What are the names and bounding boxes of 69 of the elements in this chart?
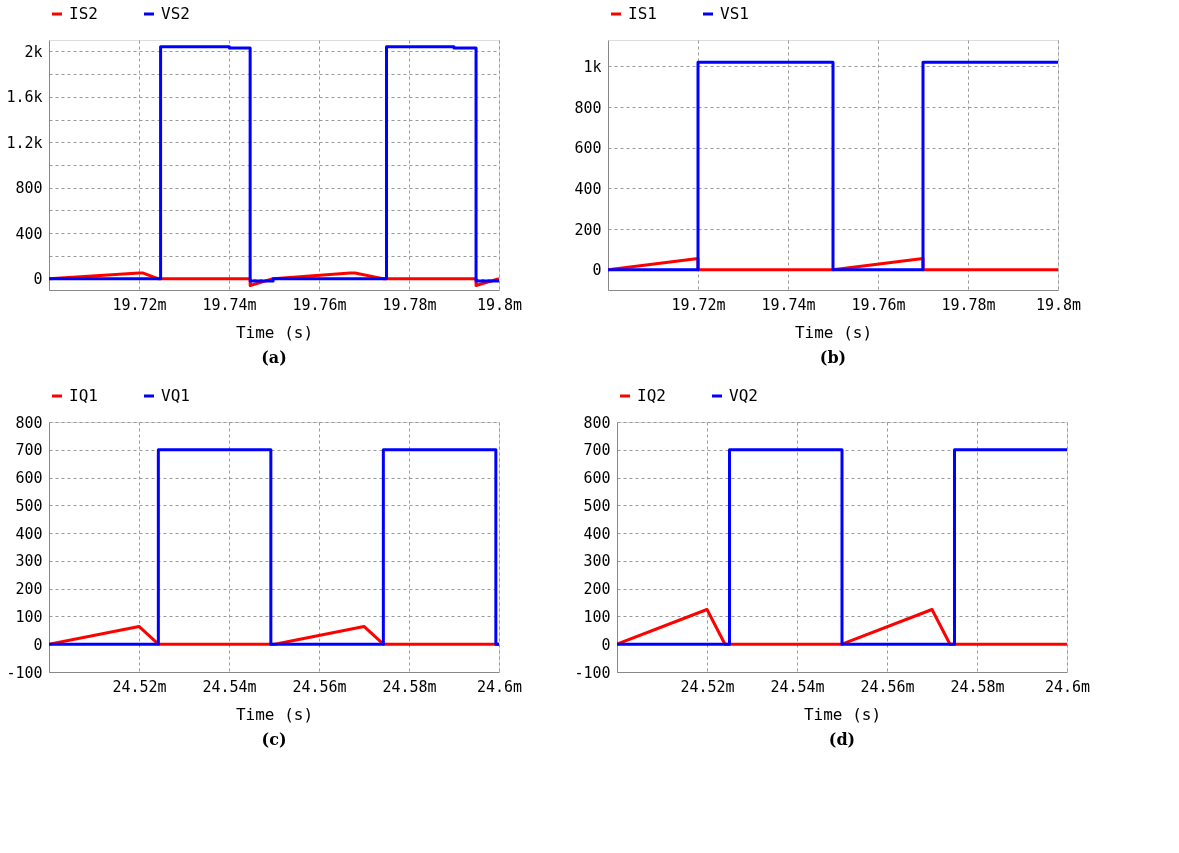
x-tick-label: 24.52m <box>112 677 167 696</box>
x-tick-label: 19.78m <box>382 295 437 314</box>
text: (c) <box>261 730 287 749</box>
x-tick-label: 19.72m <box>112 295 167 314</box>
y-tick-label: 800 <box>15 413 43 432</box>
x-tick-label: 19.76m <box>851 295 906 314</box>
y-tick-label: 100 <box>15 607 43 626</box>
line-series <box>49 45 499 283</box>
y-tick-label: 400 <box>583 524 611 543</box>
x-tick-label: 19.8m <box>476 295 523 314</box>
y-tick-label: 600 <box>15 469 43 488</box>
text: (d) <box>828 730 856 749</box>
y-tick-label: 400 <box>15 224 43 243</box>
y-tick-label: 200 <box>15 580 43 599</box>
y-tick-label: 200 <box>574 220 602 239</box>
legend-label: VS2 <box>161 4 190 23</box>
y-tick-label: 800 <box>583 413 611 432</box>
text: (a) <box>261 348 287 367</box>
y-tick-label: 800 <box>574 98 602 117</box>
legend-label: IS1 <box>628 4 657 23</box>
x-tick-label: 24.58m <box>382 677 437 696</box>
y-tick-label: -100 <box>6 663 43 682</box>
y-tick-label: 200 <box>583 580 611 599</box>
y-tick-label: 300 <box>15 552 43 571</box>
y-tick-label: 0 <box>33 270 43 289</box>
y-tick-label: 2k <box>24 42 43 61</box>
x-tick-label: 19.74m <box>761 295 816 314</box>
legend-label: VS1 <box>720 4 749 23</box>
x-tick-label: 24.56m <box>292 677 347 696</box>
y-tick-label: 400 <box>574 179 602 198</box>
x-tick-label: 19.8m <box>1035 295 1082 314</box>
y-tick-label: 1.6k <box>6 88 43 107</box>
x-axis-title: Time (s) <box>803 704 882 724</box>
y-tick-label: 1.2k <box>6 133 43 152</box>
y-tick-label: 500 <box>15 496 43 515</box>
x-axis-title: Time (s) <box>235 322 314 342</box>
x-axis-title: Time (s) <box>794 322 873 342</box>
y-tick-label: 800 <box>15 179 43 198</box>
y-tick-label: 0 <box>33 635 43 654</box>
y-tick-label: 700 <box>15 441 43 460</box>
x-tick-label: 19.76m <box>292 295 347 314</box>
y-tick-label: 0 <box>592 261 602 280</box>
y-tick-label: 600 <box>583 469 611 488</box>
y-tick-label: 700 <box>583 441 611 460</box>
legend-label: VQ1 <box>161 386 190 405</box>
x-tick-label: 24.54m <box>202 677 257 696</box>
legend-label: IS2 <box>69 4 98 23</box>
x-tick-label: 24.6m <box>1044 677 1091 696</box>
x-tick-label: 24.54m <box>770 677 825 696</box>
x-tick-label: 24.6m <box>476 677 523 696</box>
y-tick-label: 400 <box>15 524 43 543</box>
text: (b) <box>819 348 847 367</box>
x-axis-title: Time (s) <box>235 704 314 724</box>
y-tick-label: 0 <box>601 635 611 654</box>
x-tick-label: 24.52m <box>680 677 735 696</box>
y-tick-label: 100 <box>583 607 611 626</box>
x-tick-label: 19.74m <box>202 295 257 314</box>
x-tick-label: 24.56m <box>860 677 915 696</box>
x-tick-label: 19.78m <box>941 295 996 314</box>
legend-label: VQ2 <box>729 386 758 405</box>
legend-label: IQ2 <box>637 386 666 405</box>
y-tick-label: -100 <box>574 663 611 682</box>
y-tick-label: 600 <box>574 139 602 158</box>
y-tick-label: 500 <box>583 496 611 515</box>
x-tick-label: 19.72m <box>671 295 726 314</box>
y-tick-label: 300 <box>583 552 611 571</box>
x-tick-label: 24.58m <box>950 677 1005 696</box>
y-tick-label: 1k <box>583 57 602 76</box>
legend-label: IQ1 <box>69 386 98 405</box>
